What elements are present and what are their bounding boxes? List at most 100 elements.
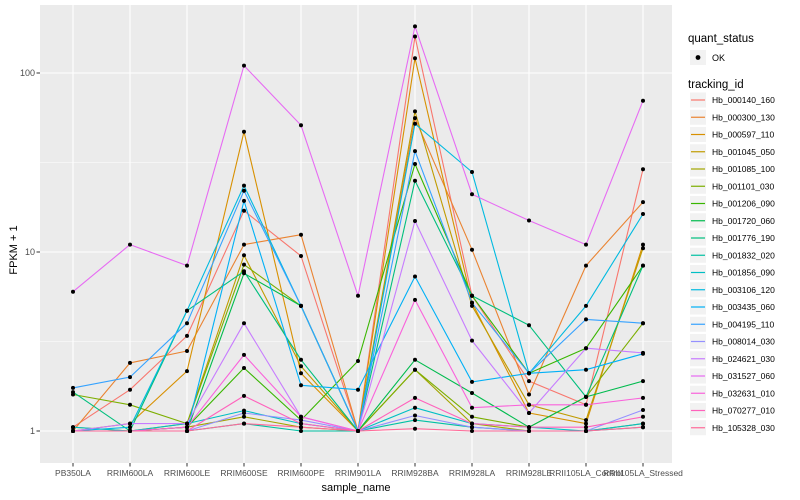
data-point	[71, 429, 75, 433]
data-point	[128, 402, 132, 407]
legend-item-Hb_001101_030: Hb_001101_030	[690, 178, 775, 194]
data-point	[242, 262, 246, 267]
data-point	[299, 425, 303, 430]
x-tick-label: RRIM600LA	[107, 468, 154, 478]
legend-tracking-title: tracking_id	[688, 79, 744, 91]
data-point	[641, 408, 645, 412]
data-point	[71, 289, 75, 294]
data-point	[356, 293, 360, 298]
data-point	[71, 390, 75, 395]
legend-label: Hb_003106_120	[712, 285, 775, 295]
x-tick-label: RRIM928BA	[391, 468, 439, 478]
legend-ok-label: OK	[712, 53, 725, 63]
data-point	[185, 429, 189, 433]
data-point	[470, 293, 474, 298]
data-point	[299, 414, 303, 419]
legend-item-Hb_000597_110: Hb_000597_110	[690, 127, 775, 142]
x-tick-label: RRIM901LA	[335, 468, 382, 478]
data-point	[242, 414, 246, 419]
data-point	[299, 418, 303, 423]
legend-label: Hb_070277_010	[712, 406, 775, 416]
data-point	[413, 418, 417, 423]
y-axis-title: FPKM + 1	[8, 225, 20, 274]
data-point	[185, 369, 189, 374]
data-point	[356, 387, 360, 392]
data-point	[128, 421, 132, 426]
legend-label: Hb_032631_010	[712, 388, 775, 398]
data-point	[299, 232, 303, 237]
data-point	[584, 346, 588, 351]
data-point	[641, 321, 645, 326]
legend-entries: Hb_000140_160 Hb_000300_130 Hb_000597_110 H…	[690, 92, 775, 436]
data-point	[242, 411, 246, 415]
data-point	[299, 383, 303, 388]
legend-label: Hb_004195_110	[712, 319, 775, 329]
data-point	[470, 391, 474, 395]
legend-item-Hb_105328_030: Hb_105328_030	[690, 420, 775, 436]
data-point	[413, 116, 417, 121]
legend-label: Hb_001776_190	[712, 233, 775, 243]
legend-label: Hb_008014_030	[712, 337, 775, 347]
legend-label: Hb_001856_090	[712, 268, 775, 278]
data-point	[641, 414, 645, 419]
legend-label: Hb_000300_130	[712, 112, 775, 122]
legend-item-Hb_001720_060: Hb_001720_060	[690, 213, 775, 229]
data-point	[413, 357, 417, 362]
data-point	[527, 379, 531, 384]
data-point	[185, 308, 189, 313]
data-points	[71, 24, 645, 433]
y-tick-label: 1	[30, 426, 35, 436]
legend-item-Hb_008014_030: Hb_008014_030	[690, 334, 775, 349]
plot-panel	[40, 5, 672, 463]
data-point	[128, 429, 132, 433]
data-point	[641, 200, 645, 205]
data-point	[584, 303, 588, 308]
axis-ticks	[36, 72, 644, 467]
data-point	[185, 333, 189, 338]
data-point	[413, 413, 417, 418]
data-point	[413, 149, 417, 154]
data-point	[413, 426, 417, 431]
data-point	[413, 395, 417, 400]
data-point	[356, 429, 360, 433]
legend-item-Hb_031527_060: Hb_031527_060	[690, 368, 775, 384]
x-tick-label: RRIM928LE	[506, 468, 553, 478]
data-point	[470, 421, 474, 426]
data-point	[299, 364, 303, 369]
data-point	[185, 321, 189, 326]
data-point	[527, 411, 531, 415]
data-point	[584, 317, 588, 322]
legend-label: Hb_001101_030	[712, 181, 775, 191]
data-point	[242, 393, 246, 398]
data-point	[242, 208, 246, 213]
data-point	[242, 366, 246, 370]
data-point	[584, 242, 588, 247]
legend-label: Hb_001206_090	[712, 199, 775, 209]
legend-label: Hb_001045_050	[712, 147, 775, 157]
data-point	[470, 192, 474, 197]
data-point	[299, 123, 303, 128]
data-point	[413, 367, 417, 372]
data-point	[299, 303, 303, 308]
data-point	[527, 402, 531, 407]
legend-label: Hb_001832_020	[712, 250, 775, 260]
legend-label: Hb_000140_160	[712, 95, 775, 105]
data-point	[413, 274, 417, 279]
data-point	[641, 98, 645, 103]
legend: quant_status OK tracking_id Hb_000140_16…	[688, 33, 775, 436]
data-point	[242, 129, 246, 134]
data-point	[470, 405, 474, 410]
data-point	[584, 367, 588, 372]
x-tick-label: RRII105LA_Control	[549, 468, 623, 478]
data-point	[71, 385, 75, 390]
legend-label: Hb_001085_100	[712, 164, 775, 174]
data-point	[299, 429, 303, 433]
x-tick-label: PB350LA	[55, 468, 91, 478]
data-point	[413, 109, 417, 114]
legend-item-Hb_001856_090: Hb_001856_090	[690, 265, 775, 280]
data-point	[299, 371, 303, 376]
data-point	[242, 198, 246, 203]
axis-tick-labels: 1 10 100 PB350LA RRIM600LA RRIM600LE RRIM600SE…	[20, 68, 683, 478]
legend-label: Hb_031527_060	[712, 371, 775, 381]
legend-label: Hb_001720_060	[712, 216, 775, 226]
